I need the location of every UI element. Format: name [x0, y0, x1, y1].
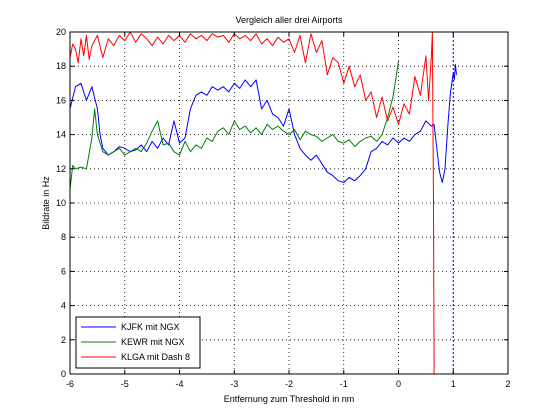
y-tick-label: 16: [56, 95, 66, 105]
series-line-1: [70, 61, 399, 190]
chart-title: Vergleich aller drei Airports: [235, 15, 343, 25]
series-line-0: [70, 64, 457, 183]
x-axis-title: Entfernung zum Threshold in nm: [224, 394, 354, 404]
legend-label: KLGA mit Dash 8: [121, 352, 190, 362]
x-tick-label: -1: [340, 379, 348, 389]
y-tick-label: 4: [61, 301, 66, 311]
legend-label: KEWR mit NGX: [121, 337, 185, 347]
y-tick-label: 10: [56, 198, 66, 208]
y-tick-label: 20: [56, 27, 66, 37]
y-tick-label: 2: [61, 335, 66, 345]
x-tick-label: -3: [230, 379, 238, 389]
legend-label: KJFK mit NGX: [121, 322, 180, 332]
y-tick-label: 12: [56, 164, 66, 174]
x-tick-label: -6: [66, 379, 74, 389]
y-axis-title: Bildrate in Hz: [41, 176, 51, 230]
y-tick-label: 0: [61, 369, 66, 379]
x-tick-label: -2: [285, 379, 293, 389]
x-tick-label: 0: [396, 379, 401, 389]
series-line-2: [70, 32, 435, 374]
x-tick-label: -5: [121, 379, 129, 389]
x-tick-label: 2: [505, 379, 510, 389]
x-tick-label: -4: [175, 379, 183, 389]
y-tick-label: 8: [61, 232, 66, 242]
x-tick-label: 1: [451, 379, 456, 389]
y-tick-label: 18: [56, 61, 66, 71]
y-tick-label: 14: [56, 130, 66, 140]
series-layer: [70, 32, 457, 374]
y-tick-label: 6: [61, 266, 66, 276]
legend: KJFK mit NGX KEWR mit NGX KLGA mit Dash 8: [75, 316, 201, 369]
